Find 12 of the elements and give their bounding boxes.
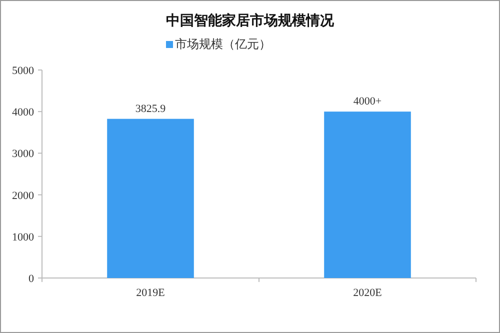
x-tick-label: 2020E (353, 287, 382, 299)
data-label: 3825.9 (135, 102, 166, 115)
chart-title: 中国智能家居市场规模情况 (166, 12, 335, 28)
x-tick-label: 2019E (136, 287, 166, 299)
legend: 市场规模（亿元） (166, 37, 271, 51)
y-tick-label: 4000 (12, 106, 34, 119)
y-tick-label: 3000 (12, 148, 34, 160)
y-tick-label: 5000 (12, 65, 34, 77)
data-label: 4000+ (353, 96, 382, 108)
y-tick-label: 2000 (12, 190, 34, 202)
y-tick-label: 1000 (12, 231, 34, 244)
y-tick-label: 0 (28, 273, 34, 285)
